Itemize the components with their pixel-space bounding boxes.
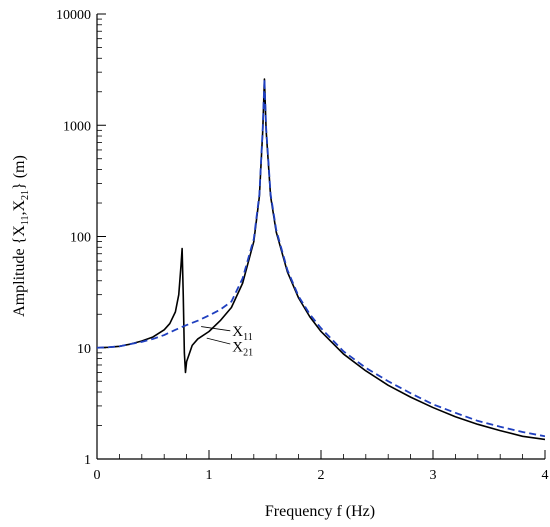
y-axis-title-mid: ,X xyxy=(11,200,28,216)
annotation-sub: 21 xyxy=(243,347,253,358)
y-axis-title-sub1: 11 xyxy=(20,216,31,226)
annotation-leader xyxy=(206,337,231,345)
y-axis-title-suffix: } (m) xyxy=(11,155,28,190)
y-tick-label: 1 xyxy=(84,453,91,468)
x-axis-title: Frequency f (Hz) xyxy=(265,503,375,520)
x-tick-label: 0 xyxy=(94,468,101,483)
y-tick-label: 10 xyxy=(77,342,91,357)
y-tick-label: 100 xyxy=(70,231,91,246)
x-tick-label: 4 xyxy=(542,468,549,483)
series-group xyxy=(97,78,545,441)
annotation-base: X xyxy=(232,324,243,340)
x-tick-label: 3 xyxy=(430,468,437,483)
annotation-label: X11 xyxy=(232,324,252,343)
series-line-x21 xyxy=(97,78,545,438)
y-axis-title: Amplitude {X11,X21} (m) xyxy=(11,155,31,317)
y-axis-title-sub2: 21 xyxy=(20,190,31,200)
x-tick-label: 2 xyxy=(318,468,325,483)
annotation-label: X21 xyxy=(232,339,253,358)
series-line-x11 xyxy=(97,78,545,441)
y-axis-title-prefix: Amplitude {X xyxy=(11,225,28,317)
y-tick-label: 10000 xyxy=(56,8,91,23)
y-tick-label: 1000 xyxy=(63,119,91,134)
annotation-leader xyxy=(201,326,231,332)
annotation-base: X xyxy=(232,339,243,355)
annotation-sub: 11 xyxy=(243,332,253,343)
x-tick-label: 1 xyxy=(206,468,213,483)
